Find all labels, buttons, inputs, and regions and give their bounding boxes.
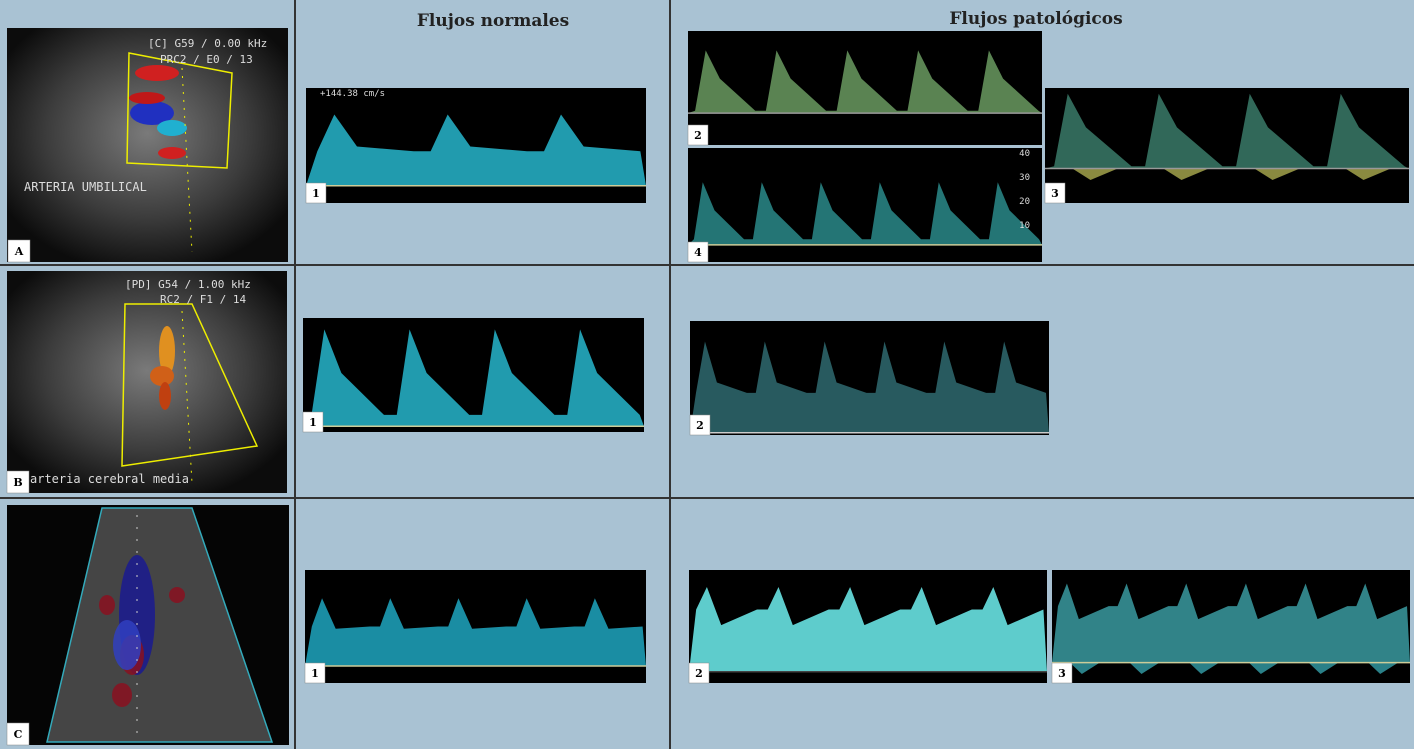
- flow-color: [158, 147, 186, 159]
- panel-label: 1: [311, 667, 319, 680]
- waveform: [1052, 583, 1410, 663]
- panel-label-box: [6, 470, 30, 494]
- panel-label-box: [1044, 182, 1066, 204]
- image-text: RC2 / F1 / 14: [160, 293, 246, 306]
- image-text: arteria cerebral media: [30, 472, 189, 486]
- waveform: [688, 50, 1042, 114]
- image-text: ARTERIA UMBILICAL: [24, 180, 147, 194]
- ultrasound-image: [7, 271, 287, 493]
- panel-label-box: [687, 124, 709, 146]
- trace-text: +144.38 cm/s: [320, 89, 385, 99]
- flow-color: [159, 326, 175, 376]
- panel-label: 1: [312, 187, 320, 200]
- panel-label-box: [1051, 662, 1073, 684]
- waveform: [306, 114, 646, 186]
- waveform: [305, 598, 646, 667]
- image-text: PRC2 / E0 / 13: [160, 53, 253, 66]
- waveform: [689, 586, 1047, 672]
- flow-color: [99, 595, 115, 615]
- scale-label: 30: [1019, 173, 1030, 183]
- waveform: [303, 329, 644, 427]
- flow-color: [129, 92, 165, 104]
- panel-label: 2: [695, 667, 703, 680]
- column-header: Flujos normales: [417, 11, 569, 31]
- panel-label-box: [305, 182, 327, 204]
- panel-label: 4: [694, 246, 702, 259]
- flow-color: [113, 620, 141, 670]
- image-text: [PD] G54 / 1.00 kHz: [125, 278, 251, 291]
- waveform: [688, 182, 1042, 245]
- column-header: Flujos patológicos: [949, 9, 1122, 29]
- panel-label: 2: [696, 419, 704, 432]
- flow-color: [135, 65, 179, 81]
- cursor-line: [181, 67, 193, 253]
- scale-label: 20: [1019, 197, 1030, 207]
- panel-label: A: [14, 245, 24, 258]
- panel-label: C: [14, 728, 23, 741]
- panel-label: B: [13, 476, 22, 489]
- waveform: [1045, 93, 1409, 169]
- panel-label-box: [7, 239, 31, 263]
- panel-label-box: [688, 662, 710, 684]
- sector: [126, 52, 233, 169]
- panel-label: 3: [1051, 187, 1059, 200]
- panel-label-box: [304, 662, 326, 684]
- scale-label: 40: [1019, 149, 1030, 159]
- scale-label: 10: [1019, 221, 1030, 231]
- flow-color: [159, 382, 171, 410]
- waveform: [690, 341, 1049, 433]
- panels: [C] G59 / 0.00 kHz PRC2 / E0 / 13 ARTERIA …: [6, 28, 1410, 746]
- image-text: [C] G59 / 0.00 kHz: [148, 37, 267, 50]
- panel-label: 2: [694, 129, 702, 142]
- flow-color: [150, 366, 174, 386]
- sector: [46, 507, 274, 743]
- panel-label: 3: [1058, 667, 1066, 680]
- flow-color: [130, 101, 174, 125]
- panel-label: 1: [309, 416, 317, 429]
- sector: [121, 303, 259, 467]
- flow-color: [169, 587, 185, 603]
- reverse-flow: [1052, 662, 1410, 674]
- flow-color: [112, 683, 132, 707]
- panel-label-box: [689, 414, 711, 436]
- flow-color: [157, 120, 187, 136]
- panel-label-box: [687, 241, 709, 263]
- panel-label-box: [6, 722, 30, 746]
- panel-label-box: [302, 411, 324, 433]
- reverse-flow: [1045, 168, 1409, 180]
